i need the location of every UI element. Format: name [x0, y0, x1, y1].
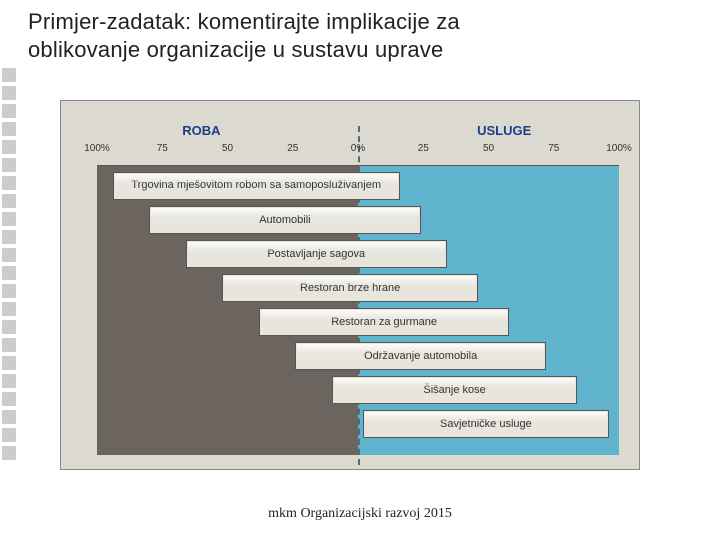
chart-inner: ROBA USLUGE 100%7550250%255075100% Trgov… [97, 123, 619, 449]
sidebar-square [2, 86, 16, 100]
continuum-bar: Restoran za gurmane [259, 308, 510, 336]
sidebar-square [2, 284, 16, 298]
plot-area: Trgovina mješovitom robom sa samoposluži… [97, 165, 619, 455]
sidebar-square [2, 428, 16, 442]
continuum-bar: Trgovina mješovitom robom sa samoposluži… [113, 172, 400, 200]
sidebar-square [2, 230, 16, 244]
bar-label: Restoran za gurmane [331, 316, 437, 328]
tick-label: 100% [84, 143, 110, 154]
tick-label: 25 [287, 143, 298, 154]
scale-row: 100%7550250%255075100% [97, 143, 619, 161]
continuum-bar: Postavljanje sagova [186, 240, 447, 268]
continuum-bar: Savjetničke usluge [363, 410, 608, 438]
sidebar-square [2, 212, 16, 226]
sidebar-square [2, 266, 16, 280]
sidebar-square [2, 356, 16, 370]
sidebar-square [2, 248, 16, 262]
tick-label: 75 [157, 143, 168, 154]
bar-label: Postavljanje sagova [267, 248, 365, 260]
header-roba: ROBA [182, 123, 220, 138]
sidebar-square [2, 320, 16, 334]
tick-label: 50 [222, 143, 233, 154]
header-usluge: USLUGE [477, 123, 531, 138]
tick-label: 100% [606, 143, 632, 154]
continuum-bar: Automobili [149, 206, 420, 234]
bar-label: Šišanje kose [423, 384, 485, 396]
slide-footer: mkm Organizacijski razvoj 2015 [0, 506, 720, 522]
tick-label: 0% [351, 143, 365, 154]
continuum-bar: Šišanje kose [332, 376, 577, 404]
sidebar-square [2, 410, 16, 424]
sidebar-square [2, 158, 16, 172]
slide-title: Primjer-zadatak: komentirajte implikacij… [28, 8, 460, 63]
title-line-1: Primjer-zadatak: komentirajte implikacij… [28, 9, 460, 34]
tick-label: 50 [483, 143, 494, 154]
chart-headers: ROBA USLUGE [97, 123, 619, 141]
bar-label: Savjetničke usluge [440, 418, 532, 430]
sidebar-square [2, 302, 16, 316]
tick-label: 75 [548, 143, 559, 154]
bar-label: Automobili [259, 214, 310, 226]
sidebar-square [2, 446, 16, 460]
sidebar-square [2, 122, 16, 136]
bar-label: Održavanje automobila [364, 350, 477, 362]
sidebar-square [2, 194, 16, 208]
sidebar-square [2, 176, 16, 190]
tick-label: 25 [418, 143, 429, 154]
goods-services-chart: ROBA USLUGE 100% 75 50 25 0% 25 50 75 100% Trgov… [60, 100, 640, 470]
bar-label: Trgovina mješovitom robom sa samoposluži… [131, 180, 381, 192]
sidebar-square [2, 68, 16, 82]
continuum-bar: Restoran brze hrane [222, 274, 478, 302]
sidebar-square [2, 140, 16, 154]
decorative-sidebar [0, 68, 18, 460]
sidebar-square [2, 104, 16, 118]
title-line-2: oblikovanje organizacije u sustavu uprav… [28, 37, 443, 62]
sidebar-square [2, 338, 16, 352]
sidebar-square [2, 374, 16, 388]
sidebar-square [2, 392, 16, 406]
continuum-bar: Održavanje automobila [295, 342, 546, 370]
bar-label: Restoran brze hrane [300, 282, 400, 294]
